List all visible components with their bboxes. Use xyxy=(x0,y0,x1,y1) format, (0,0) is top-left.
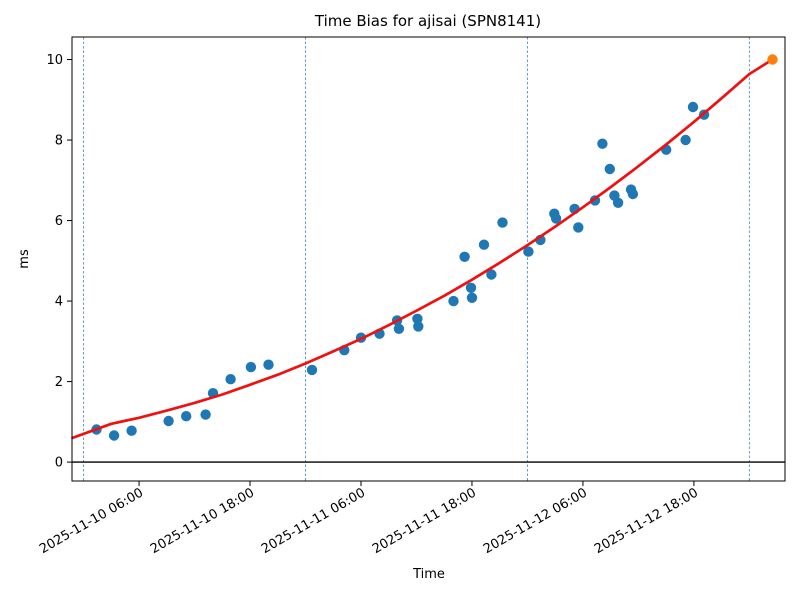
x-tick-label: 2025-11-10 06:00 xyxy=(37,485,146,557)
y-tick-label: 4 xyxy=(55,295,63,310)
measured-bias-point xyxy=(448,295,459,307)
measured-bias-point xyxy=(486,269,497,280)
x-tick-label: 2025-11-11 06:00 xyxy=(259,485,368,557)
measured-bias-point xyxy=(497,217,508,228)
x-axis-label: Time xyxy=(412,567,445,582)
x-tick-label: 2025-11-11 18:00 xyxy=(370,485,479,557)
y-tick-label: 0 xyxy=(55,456,63,471)
measured-bias-point xyxy=(126,425,137,436)
measured-bias-point xyxy=(680,134,691,146)
measured-bias-point xyxy=(604,163,615,175)
plot-layer xyxy=(71,37,785,481)
y-tick-label: 10 xyxy=(46,53,63,68)
measured-bias-point xyxy=(225,374,236,385)
measured-bias-point xyxy=(306,364,318,376)
measured-bias-point xyxy=(245,361,257,373)
measured-bias-point xyxy=(163,415,174,427)
measured-bias-point xyxy=(181,411,192,422)
measured-bias-point xyxy=(550,213,562,224)
y-tick-label: 8 xyxy=(55,134,63,149)
y-tick-label: 6 xyxy=(55,214,63,229)
y-tick-label: 2 xyxy=(55,375,63,390)
plot-border xyxy=(71,36,786,482)
x-tick-label: 2025-11-10 18:00 xyxy=(148,485,257,557)
x-tick-label: 2025-11-12 06:00 xyxy=(481,485,590,557)
measured-bias-point xyxy=(412,313,423,324)
measured-bias-point xyxy=(612,197,624,208)
measured-bias-point xyxy=(597,138,608,149)
chart-title: Time Bias for ajisai (SPN8141) xyxy=(314,12,541,30)
measured-bias-point xyxy=(108,430,120,441)
measured-bias-point xyxy=(466,292,478,303)
measured-bias-point xyxy=(573,222,584,233)
measured-bias-point xyxy=(413,321,424,332)
measured-bias-point xyxy=(478,239,490,250)
measured-bias-point xyxy=(200,409,211,420)
measured-bias-point xyxy=(263,359,274,370)
x-tick-label: 2025-11-12 18:00 xyxy=(592,485,701,557)
measured-bias-point xyxy=(393,323,405,334)
quadratic-fit-curve xyxy=(71,58,774,440)
measured-bias-point xyxy=(687,101,699,113)
predicted-bias-point xyxy=(767,54,778,65)
measured-bias-point xyxy=(465,282,477,293)
measured-bias-point xyxy=(459,251,470,262)
measured-bias-point xyxy=(523,246,534,257)
measured-bias-point xyxy=(627,188,639,200)
y-axis-label: ms xyxy=(17,249,32,269)
